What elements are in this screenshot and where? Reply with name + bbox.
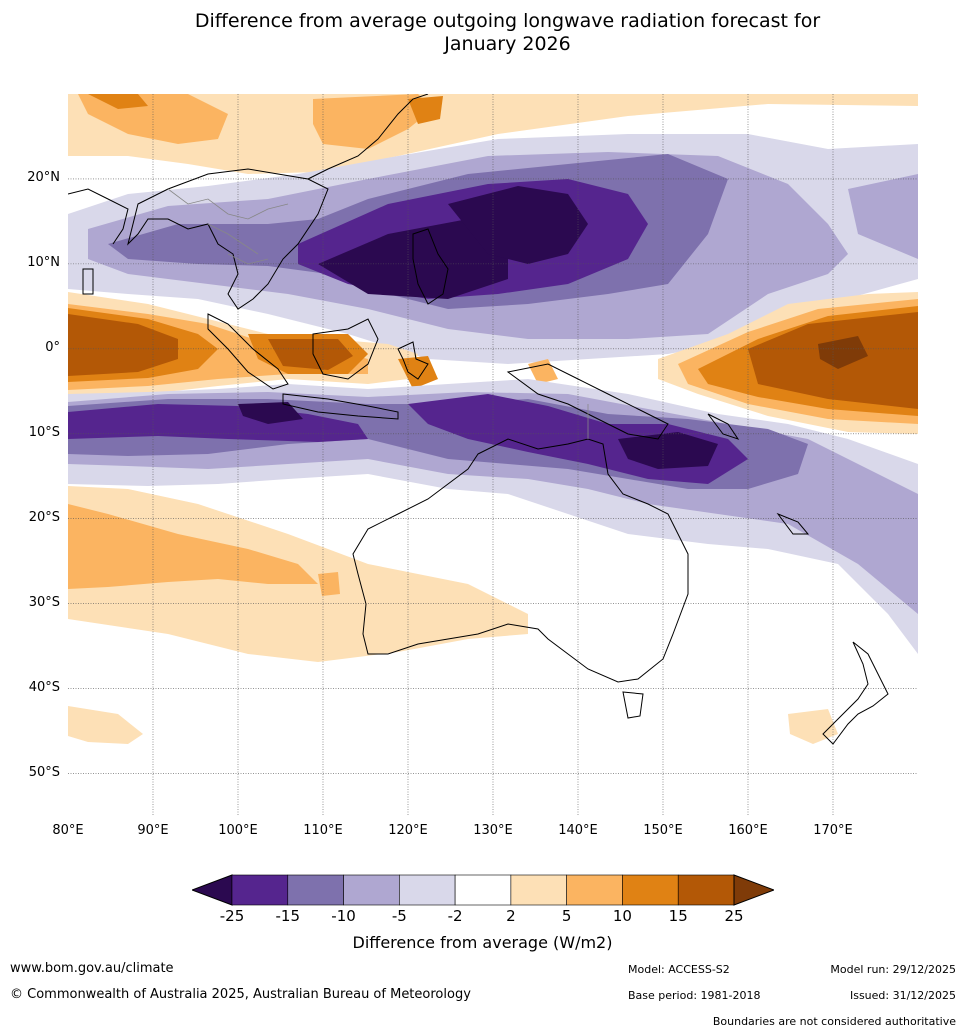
colorbar-tick-label: 10 — [612, 907, 632, 925]
longitude-label: 130°E — [473, 823, 513, 838]
footer-website[interactable]: www.bom.gov.au/climate — [10, 961, 174, 976]
colorbar-extend-low — [192, 874, 233, 906]
footer-copyright: © Commonwealth of Australia 2025, Austra… — [10, 987, 471, 1002]
positive-anomaly-region-china — [313, 94, 433, 149]
colorbar-tick-label: -10 — [331, 907, 356, 925]
country-boundaries — [167, 188, 589, 439]
latitude-label: 10°N — [27, 254, 60, 270]
colorbar-swatch — [677, 874, 735, 906]
longitude-label: 80°E — [52, 823, 84, 838]
longitude-label: 140°E — [558, 823, 598, 838]
colorbar-swatch — [622, 874, 679, 906]
colorbar-tick-label: 5 — [561, 907, 572, 925]
latitude-label: 50°S — [28, 764, 60, 780]
graticule — [68, 94, 918, 816]
footer-issued: Issued: 31/12/2025 — [849, 989, 956, 1002]
colorbar-swatch — [399, 874, 456, 906]
colorbar-tick-label: -15 — [275, 907, 301, 925]
latitude-label: 30°S — [28, 594, 60, 610]
footer-base-period: Base period: 1981-2018 — [628, 989, 761, 1002]
longitude-label: 160°E — [728, 823, 768, 838]
colorbar-swatch — [231, 874, 289, 906]
colorbar-extend-high — [733, 874, 774, 906]
latitude-label: 20°S — [28, 509, 60, 525]
olr-anomaly-map — [68, 94, 918, 816]
latitude-label: 20°N — [27, 169, 60, 185]
colorbar-title: Difference from average (W/m2) — [352, 933, 613, 952]
latitude-label: 0° — [45, 339, 60, 355]
title-line-1: Difference from average outgoing longwav… — [194, 10, 821, 32]
colorbar-swatch — [566, 874, 623, 906]
colorbar-tick-label: -2 — [447, 907, 463, 925]
longitude-label: 110°E — [303, 823, 343, 838]
footer-model-run: Model run: 29/12/2025 — [830, 963, 956, 976]
colorbar-swatch — [454, 874, 512, 906]
title-line-2: January 2026 — [444, 33, 571, 55]
footer-disclaimer: Boundaries are not considered authoritat… — [712, 1015, 956, 1028]
colorbar-tick-label: 25 — [724, 907, 744, 925]
colorbar — [192, 874, 774, 906]
latitude-label: 10°S — [28, 424, 60, 440]
colorbar-swatch — [510, 874, 567, 906]
colorbar-swatch — [343, 874, 400, 906]
colorbar-tick-label: 15 — [668, 907, 688, 925]
colorbar-tick-label: 2 — [506, 907, 516, 925]
latitude-label: 40°S — [28, 679, 60, 695]
colorbar-tick-label: -25 — [219, 907, 245, 925]
footer-model: Model: ACCESS-S2 — [628, 963, 730, 976]
longitude-label: 90°E — [137, 823, 169, 838]
coastlines — [68, 94, 889, 745]
colorbar-tick-label: -5 — [391, 907, 407, 925]
longitude-label: 100°E — [218, 823, 258, 838]
chart-title: Difference from average outgoing longwav… — [0, 10, 965, 56]
longitude-label: 150°E — [643, 823, 683, 838]
colorbar-swatch — [287, 874, 344, 906]
longitude-label: 170°E — [813, 823, 853, 838]
map-panel — [68, 94, 918, 816]
longitude-label: 120°E — [388, 823, 428, 838]
